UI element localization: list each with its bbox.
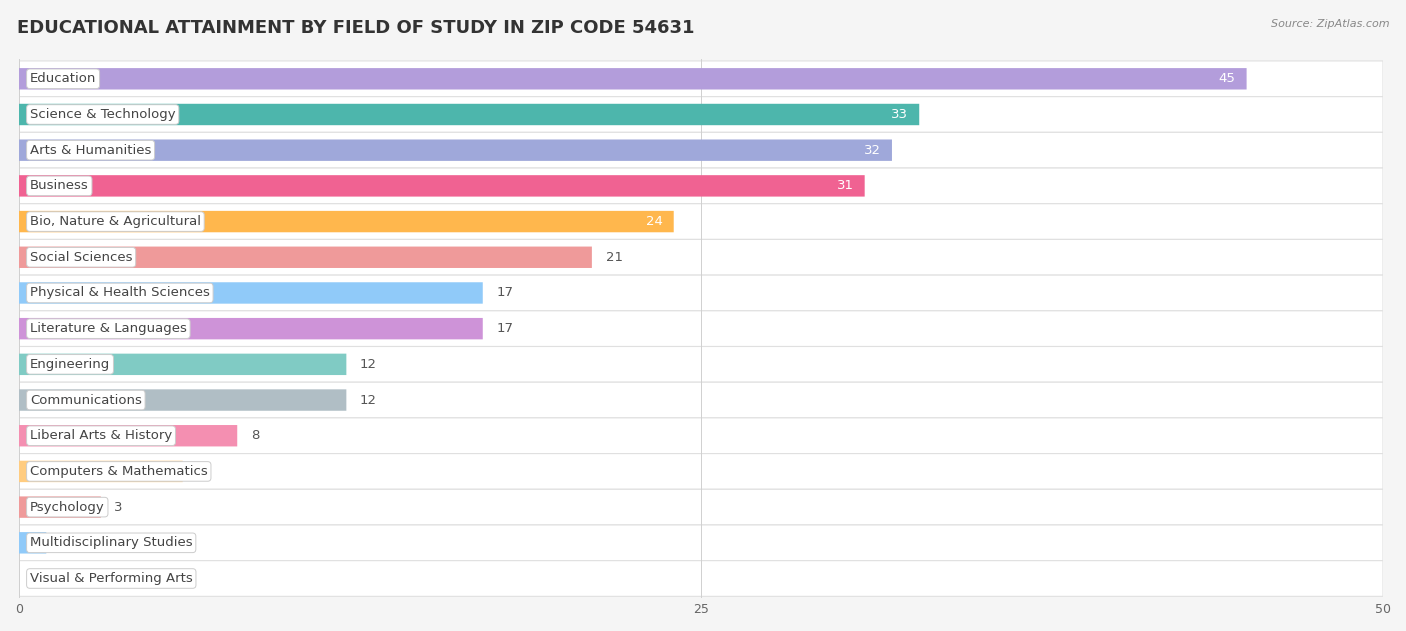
Text: Science & Technology: Science & Technology: [30, 108, 176, 121]
Text: 32: 32: [865, 144, 882, 156]
Text: Source: ZipAtlas.com: Source: ZipAtlas.com: [1271, 19, 1389, 29]
FancyBboxPatch shape: [20, 68, 1247, 90]
FancyBboxPatch shape: [20, 211, 673, 232]
FancyBboxPatch shape: [20, 454, 1384, 489]
FancyBboxPatch shape: [20, 353, 346, 375]
FancyBboxPatch shape: [20, 97, 1384, 133]
Text: 12: 12: [360, 358, 377, 371]
Text: 17: 17: [496, 322, 513, 335]
FancyBboxPatch shape: [20, 168, 1384, 204]
Text: 24: 24: [645, 215, 662, 228]
Text: 33: 33: [891, 108, 908, 121]
Text: 0: 0: [32, 572, 41, 585]
Text: Business: Business: [30, 179, 89, 192]
Text: EDUCATIONAL ATTAINMENT BY FIELD OF STUDY IN ZIP CODE 54631: EDUCATIONAL ATTAINMENT BY FIELD OF STUDY…: [17, 19, 695, 37]
FancyBboxPatch shape: [20, 311, 1384, 346]
FancyBboxPatch shape: [20, 425, 238, 447]
Text: 45: 45: [1219, 73, 1236, 85]
FancyBboxPatch shape: [20, 346, 1384, 382]
FancyBboxPatch shape: [20, 382, 1384, 418]
Text: Psychology: Psychology: [30, 500, 104, 514]
Text: 17: 17: [496, 286, 513, 300]
FancyBboxPatch shape: [20, 103, 920, 125]
FancyBboxPatch shape: [20, 389, 346, 411]
Text: 6: 6: [197, 465, 205, 478]
FancyBboxPatch shape: [20, 418, 1384, 454]
FancyBboxPatch shape: [20, 461, 183, 482]
Text: 12: 12: [360, 394, 377, 406]
Text: Computers & Mathematics: Computers & Mathematics: [30, 465, 208, 478]
FancyBboxPatch shape: [20, 61, 1384, 97]
FancyBboxPatch shape: [20, 497, 101, 518]
FancyBboxPatch shape: [20, 561, 1384, 596]
FancyBboxPatch shape: [20, 489, 1384, 525]
FancyBboxPatch shape: [20, 525, 1384, 561]
Text: 31: 31: [837, 179, 853, 192]
FancyBboxPatch shape: [20, 204, 1384, 239]
FancyBboxPatch shape: [20, 532, 46, 553]
FancyBboxPatch shape: [20, 133, 1384, 168]
Text: Bio, Nature & Agricultural: Bio, Nature & Agricultural: [30, 215, 201, 228]
FancyBboxPatch shape: [20, 139, 891, 161]
Text: 8: 8: [250, 429, 259, 442]
FancyBboxPatch shape: [20, 247, 592, 268]
Text: Social Sciences: Social Sciences: [30, 251, 132, 264]
Text: Liberal Arts & History: Liberal Arts & History: [30, 429, 172, 442]
Text: Multidisciplinary Studies: Multidisciplinary Studies: [30, 536, 193, 550]
Text: 3: 3: [114, 500, 122, 514]
Text: Visual & Performing Arts: Visual & Performing Arts: [30, 572, 193, 585]
FancyBboxPatch shape: [20, 282, 482, 304]
Text: Engineering: Engineering: [30, 358, 110, 371]
FancyBboxPatch shape: [20, 318, 482, 339]
FancyBboxPatch shape: [20, 175, 865, 197]
FancyBboxPatch shape: [20, 239, 1384, 275]
Text: 1: 1: [60, 536, 69, 550]
FancyBboxPatch shape: [20, 275, 1384, 311]
Text: Arts & Humanities: Arts & Humanities: [30, 144, 152, 156]
Text: Physical & Health Sciences: Physical & Health Sciences: [30, 286, 209, 300]
Text: Communications: Communications: [30, 394, 142, 406]
Text: Literature & Languages: Literature & Languages: [30, 322, 187, 335]
Text: Education: Education: [30, 73, 96, 85]
Text: 21: 21: [606, 251, 623, 264]
